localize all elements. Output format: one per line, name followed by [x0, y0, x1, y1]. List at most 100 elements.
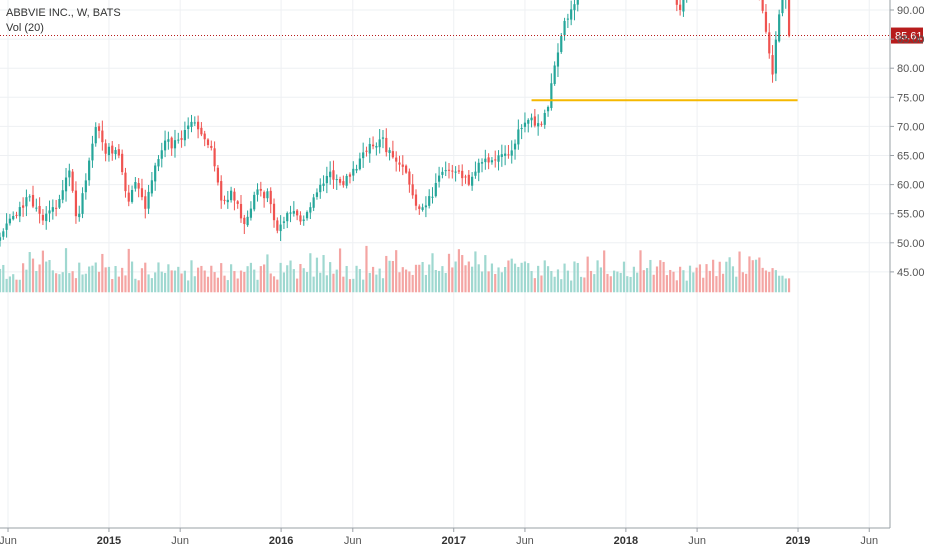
candle-body: [319, 184, 322, 193]
candle-body: [282, 221, 286, 223]
volume-bar: [649, 259, 652, 293]
volume-bar: [418, 264, 421, 293]
candle-body: [451, 170, 454, 172]
volume-bar: [332, 273, 335, 293]
volume-bar: [51, 270, 54, 293]
volume-bar: [682, 270, 685, 293]
volume-bar: [424, 274, 427, 293]
volume-bar: [312, 276, 315, 293]
candle-body: [537, 123, 540, 127]
volume-bar: [302, 268, 305, 293]
volume-bar: [563, 263, 566, 293]
candle-body: [239, 203, 243, 219]
candle-body: [408, 171, 411, 185]
volume-bar: [322, 255, 325, 293]
horizontal-lines[interactable]: [531, 0, 798, 102]
volume-bar: [282, 272, 286, 293]
volume-bar: [639, 250, 642, 293]
volume-bar: [421, 262, 424, 293]
candle-body: [329, 171, 332, 178]
candle-body: [170, 137, 173, 149]
candle-body: [444, 170, 447, 172]
volume-bar: [391, 261, 394, 293]
candle-body: [497, 155, 500, 162]
candle-body: [385, 137, 388, 153]
volume-bar: [124, 275, 127, 293]
volume-bar: [0, 268, 2, 293]
candle-body: [38, 205, 41, 214]
volume-bar: [586, 256, 589, 293]
candle-body: [154, 165, 157, 182]
candle-body: [764, 11, 768, 32]
x-tick-label: 2016: [269, 535, 293, 547]
volume-bar: [325, 275, 328, 293]
candle-body: [504, 153, 507, 156]
volume-bar: [715, 276, 718, 293]
candle-body: [190, 121, 193, 127]
candle-body: [8, 218, 12, 224]
volume-bar: [784, 278, 787, 293]
volume-bar: [748, 256, 751, 293]
candle-body: [160, 150, 163, 159]
candle-body: [130, 190, 134, 202]
volume-bar: [335, 269, 338, 293]
volume-bar: [606, 273, 609, 293]
volume-bar: [573, 261, 576, 293]
volume-bar: [626, 276, 629, 293]
volume-bar: [130, 261, 134, 293]
candle-body: [0, 237, 2, 241]
candle-body: [256, 189, 259, 195]
symbol-title[interactable]: ABBVIE INC., W, BATS: [6, 7, 121, 19]
volume-bar: [223, 275, 226, 293]
candle-body: [391, 151, 394, 158]
candle-body: [216, 167, 220, 183]
volume-bar: [81, 274, 84, 293]
volume-bar: [454, 261, 457, 293]
candle-body: [312, 197, 315, 208]
candle-body: [246, 216, 249, 226]
volume-bar: [705, 264, 708, 293]
volume-bar: [15, 279, 18, 293]
volume-bar: [256, 279, 259, 293]
volume-bar: [91, 265, 94, 293]
volume-bar: [365, 245, 368, 293]
volume-bar: [599, 267, 602, 293]
volume-bar: [721, 273, 725, 293]
volume-bar: [787, 278, 791, 293]
candle-body: [147, 191, 150, 209]
volume-bar: [68, 273, 71, 293]
volume-bar: [774, 270, 777, 293]
volume-bar: [216, 277, 220, 293]
x-tick-label: 2017: [441, 535, 465, 547]
candle-body: [573, 4, 576, 11]
candle-body: [768, 32, 771, 54]
candle-body: [299, 215, 302, 222]
candle-body: [761, 0, 764, 11]
volume-bar: [319, 272, 322, 293]
candle-body: [94, 127, 97, 144]
candle-body: [484, 158, 487, 163]
candle-body: [305, 212, 309, 219]
candle-body: [454, 171, 457, 173]
candle-body: [61, 190, 64, 200]
y-tick-label: 70.00: [897, 121, 925, 133]
volume-bar: [101, 253, 104, 293]
candle-body: [315, 192, 319, 197]
volume-bar: [385, 255, 388, 293]
volume-bar: [553, 276, 556, 293]
candle-body: [173, 140, 177, 149]
volume-bar: [5, 278, 8, 293]
volume-bar: [771, 268, 774, 293]
candle-body: [243, 217, 246, 225]
volume-bar: [371, 266, 375, 293]
volume-indicator-label[interactable]: Vol (20): [6, 22, 44, 34]
x-tick-label: Jun: [516, 535, 534, 547]
volume-bar: [134, 278, 137, 293]
volume-bar: [25, 269, 28, 293]
candle-body: [18, 207, 21, 217]
volume-bar: [500, 272, 503, 293]
volume-bar: [12, 274, 15, 293]
volume-bar: [659, 260, 662, 293]
